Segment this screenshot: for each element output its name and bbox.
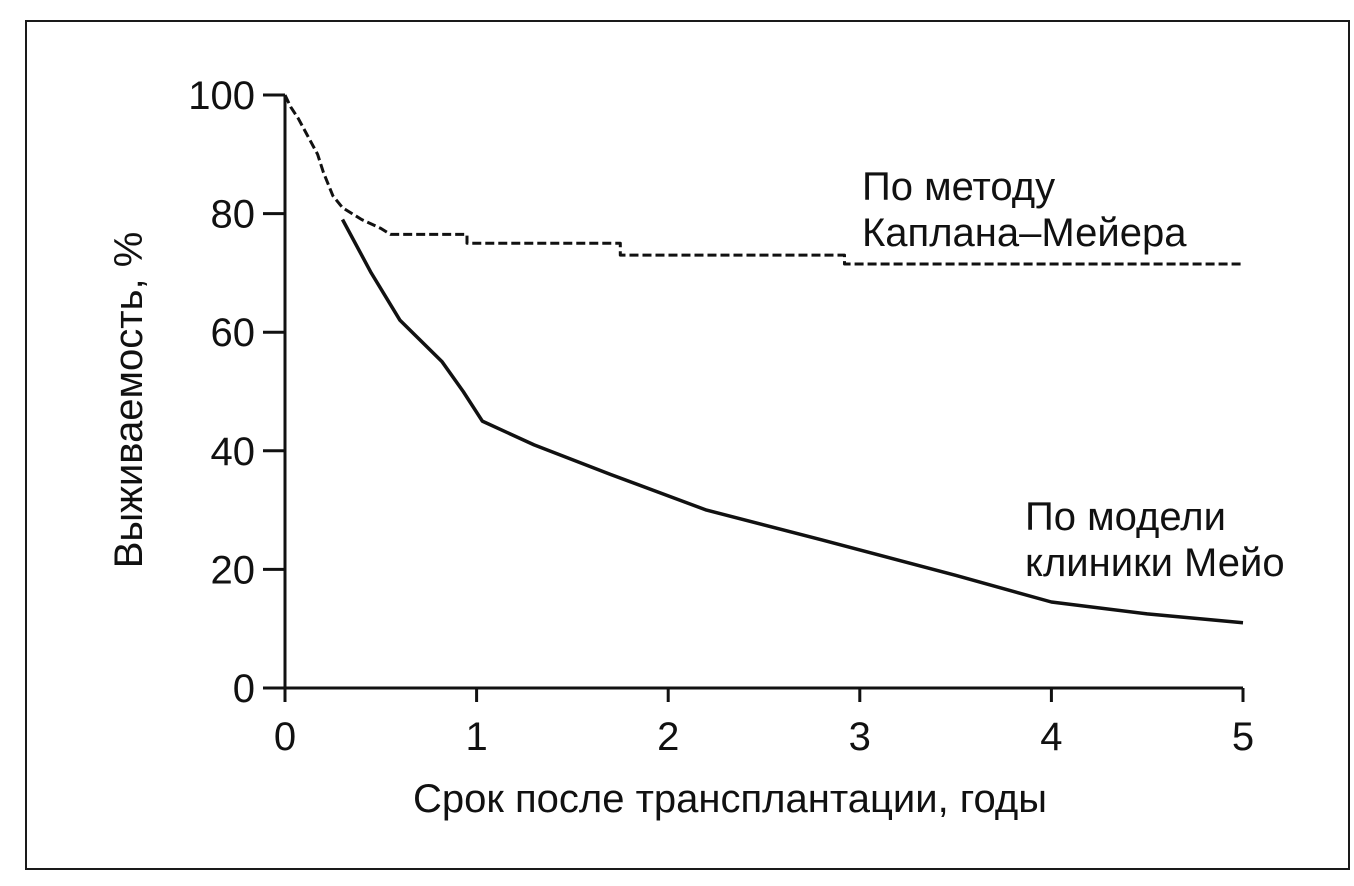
mayo-model-line	[340, 218, 1244, 625]
mayo-model-label: По модели	[1025, 495, 1226, 539]
kaplan-meier-label: Каплана–Мейера	[862, 211, 1187, 255]
ticks: 0 20 40 60 80 100 0 1 2 3 4 5	[188, 74, 1254, 759]
x-tick-label: 3	[849, 715, 871, 759]
mayo-model-label: клиники Мейо	[1025, 541, 1285, 585]
y-tick-label: 0	[233, 667, 255, 711]
series-group	[283, 94, 1244, 625]
x-axis-title: Срок после трансплантации, годы	[413, 777, 1047, 821]
x-tick-label: 1	[465, 715, 487, 759]
y-axis-title: Выживаемость, %	[107, 232, 151, 569]
kaplan-meier-line	[283, 94, 1243, 266]
x-tick-label: 0	[274, 715, 296, 759]
y-tick-label: 20	[211, 548, 256, 592]
kaplan-meier-label: По методу	[862, 165, 1055, 209]
y-tick-label: 40	[211, 430, 256, 474]
y-tick-label: 60	[211, 311, 256, 355]
x-tick-label: 4	[1040, 715, 1062, 759]
y-tick-label: 80	[211, 193, 256, 237]
chart-frame	[25, 20, 1350, 870]
x-tick-label: 5	[1232, 715, 1254, 759]
labels: Срок после трансплантации, годы Выживаем…	[107, 232, 1047, 821]
y-tick-label: 100	[188, 74, 255, 118]
x-tick-label: 2	[657, 715, 679, 759]
axes	[283, 95, 1243, 690]
